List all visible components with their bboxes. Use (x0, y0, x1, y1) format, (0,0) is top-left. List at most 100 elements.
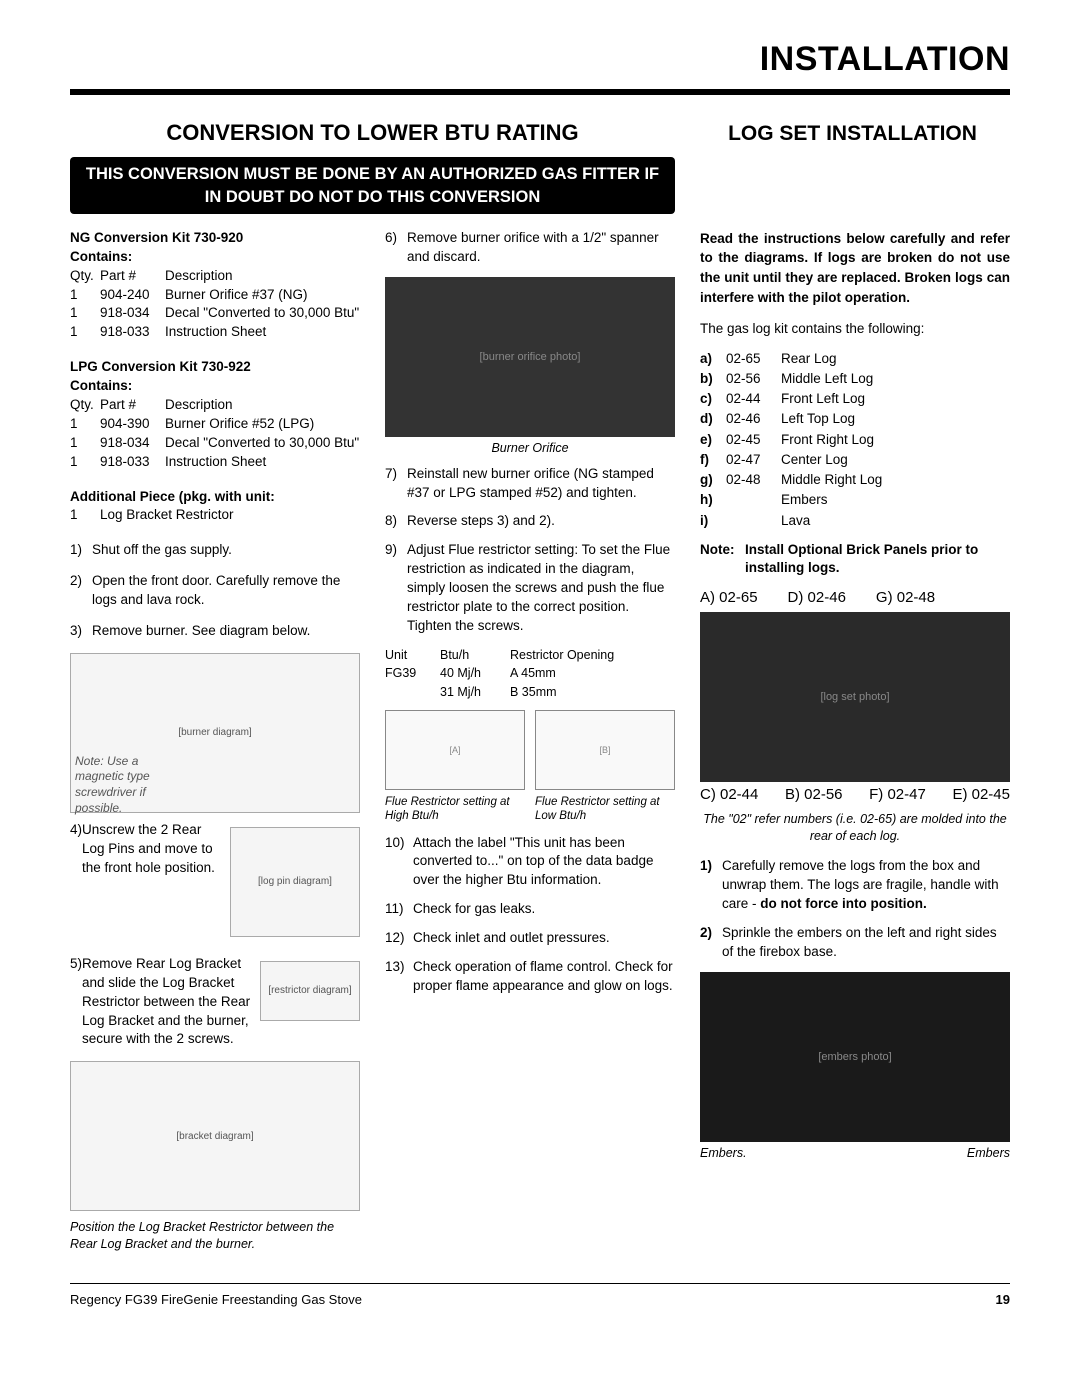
lpg-h-q: Qty. (70, 396, 100, 415)
orifice-caption: Burner Orifice (385, 441, 675, 455)
lpg-r2-d: Instruction Sheet (165, 453, 360, 472)
ng-r1-p: 918-034 (100, 304, 165, 323)
code-g: G) 02-48 (876, 589, 935, 606)
rt-h-b: Btu/h (440, 646, 510, 665)
ll3k: d) (700, 409, 726, 429)
steps-d: 10)Attach the label "This unit has been … (385, 834, 675, 996)
embers-photo: [embers photo] (700, 972, 1010, 1142)
lpg-kit-title2: Contains: (70, 377, 360, 396)
ng-h-q: Qty. (70, 267, 100, 286)
embers-left: Embers. (700, 1146, 747, 1160)
footer: Regency FG39 FireGenie Freestanding Gas … (70, 1292, 1010, 1307)
lpg-r0-d: Burner Orifice #52 (LPG) (165, 415, 360, 434)
step4-n: 4) (70, 821, 82, 878)
ll5k: f) (700, 450, 726, 470)
step2-t: Open the front door. Carefully remove th… (92, 572, 360, 610)
footer-rule (70, 1283, 1010, 1284)
lpg-r0-q: 1 (70, 415, 100, 434)
log-codes-top: A) 02-65 D) 02-46 G) 02-48 (700, 589, 1010, 606)
ng-kit-title2: Contains: (70, 248, 360, 267)
lpg-h-d: Description (165, 396, 360, 415)
ll1c: 02-56 (726, 369, 781, 389)
step5-n: 5) (70, 955, 82, 1049)
step3-t: Remove burner. See diagram below. (92, 622, 360, 641)
ng-r0-p: 904-240 (100, 286, 165, 305)
holelow-placeholder: [restrictor diagram] (268, 984, 351, 998)
step10-t: Attach the label "This unit has been con… (413, 834, 675, 891)
ll5c: 02-47 (726, 450, 781, 470)
flue-a: [A] (385, 710, 525, 790)
orifice-photo: [burner orifice photo] (385, 277, 675, 437)
code-f: F) 02-47 (869, 786, 926, 803)
steps-a: 1)Shut off the gas supply. 2)Open the fr… (70, 541, 360, 641)
ll7d: Embers (781, 490, 1010, 510)
footer-right: 19 (996, 1292, 1010, 1307)
ls2-t: Sprinkle the embers on the left and righ… (722, 924, 1010, 962)
ng-h-d: Description (165, 267, 360, 286)
ll3d: Left Top Log (781, 409, 1010, 429)
code-d: D) 02-46 (788, 589, 846, 606)
step4-t: Unscrew the 2 Rear Log Pins and move to … (82, 821, 222, 878)
ng-r2-p: 918-033 (100, 323, 165, 342)
screwdriver-note: Note: Use a magnetic type screwdriver if… (75, 754, 175, 816)
ls2-n: 2) (700, 924, 722, 962)
logpin-diagram-placeholder: [log pin diagram] (258, 875, 332, 889)
lpg-kit-table: LPG Conversion Kit 730-922 Contains: Qty… (70, 358, 360, 471)
ls1-t: Carefully remove the logs from the box a… (722, 857, 1010, 914)
ll6c: 02-48 (726, 470, 781, 490)
logs-photo-placeholder: [log set photo] (820, 691, 889, 703)
step10-n: 10) (385, 834, 413, 891)
lpg-r2-p: 918-033 (100, 453, 165, 472)
ll2k: c) (700, 389, 726, 409)
ng-h-p: Part # (100, 267, 165, 286)
embers-right: Embers (967, 1146, 1010, 1160)
ll6d: Middle Right Log (781, 470, 1010, 490)
burner-diagram: [burner diagram] Note: Use a magnetic ty… (70, 653, 360, 813)
additional-piece: Additional Piece (pkg. with unit: 1 Log … (70, 488, 360, 526)
ng-r1-d: Decal "Converted to 30,000 Btu" (165, 304, 360, 323)
ng-kit-title1: NG Conversion Kit 730-920 (70, 229, 360, 248)
step6-n: 6) (385, 229, 407, 267)
ll1k: b) (700, 369, 726, 389)
ls1-n: 1) (700, 857, 722, 914)
ng-r1-q: 1 (70, 304, 100, 323)
column-3: Read the instructions below carefully an… (700, 229, 1010, 1253)
bracket-diagram: [bracket diagram] (70, 1061, 360, 1211)
log-list: a)02-65Rear Log b)02-56Middle Left Log c… (700, 349, 1010, 531)
step3-n: 3) (70, 622, 92, 641)
page-header: INSTALLATION (70, 40, 1010, 79)
embers-photo-placeholder: [embers photo] (818, 1051, 891, 1063)
step1-n: 1) (70, 541, 92, 560)
ng-r0-d: Burner Orifice #37 (NG) (165, 286, 360, 305)
step9-t: Adjust Flue restrictor setting: To set t… (407, 541, 675, 635)
log-note: Note: Install Optional Brick Panels prio… (700, 541, 1010, 577)
step13-n: 13) (385, 958, 413, 996)
step13-t: Check operation of flame control. Check … (413, 958, 675, 996)
warning-box: THIS CONVERSION MUST BE DONE BY AN AUTHO… (70, 157, 675, 214)
ng-r2-q: 1 (70, 323, 100, 342)
column-2: 6)Remove burner orifice with a 1/2" span… (385, 229, 675, 1253)
logset-intro: Read the instructions below carefully an… (700, 229, 1010, 307)
step11-n: 11) (385, 900, 413, 919)
bracket-caption: Position the Log Bracket Restrictor betw… (70, 1219, 360, 1253)
step1-t: Shut off the gas supply. (92, 541, 360, 560)
additional-d: Log Bracket Restrictor (100, 506, 360, 525)
lpg-r0-p: 904-390 (100, 415, 165, 434)
flue-cap-left: Flue Restrictor setting at High Btu/h (385, 796, 525, 824)
ll5d: Center Log (781, 450, 1010, 470)
rt-r1-b: 31 Mj/h (440, 683, 510, 702)
rt-h-o: Restrictor Opening (510, 646, 675, 665)
code-a: A) 02-65 (700, 589, 758, 606)
ll1d: Middle Left Log (781, 369, 1010, 389)
step5-t: Remove Rear Log Bracket and slide the Lo… (82, 955, 252, 1049)
rt-r0-o: A 45mm (510, 664, 675, 683)
additional-title: Additional Piece (pkg. with unit: (70, 488, 360, 507)
ll0k: a) (700, 349, 726, 369)
ll3c: 02-46 (726, 409, 781, 429)
footer-left: Regency FG39 FireGenie Freestanding Gas … (70, 1292, 362, 1307)
logset-kit: The gas log kit contains the following: (700, 319, 1010, 339)
flue-b: [B] (535, 710, 675, 790)
additional-q: 1 (70, 506, 100, 525)
rt-r0-u: FG39 (385, 664, 440, 683)
step6-t: Remove burner orifice with a 1/2" spanne… (407, 229, 675, 267)
